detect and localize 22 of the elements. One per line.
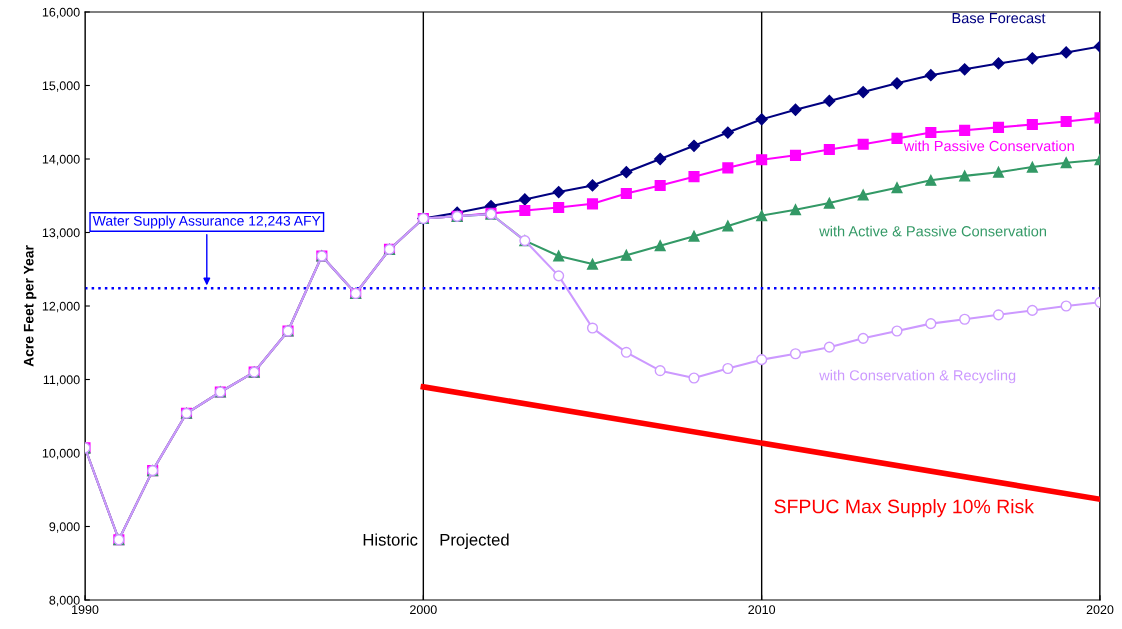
y-tick-label: 13,000	[42, 228, 80, 239]
y-tick-label: 8,000	[49, 595, 80, 607]
series-label: with Active & Passive Conservation	[819, 225, 1046, 237]
series-label: SFPUC Max Supply 10% Risk	[774, 499, 1035, 518]
series-label: with Passive Conservation	[903, 140, 1074, 152]
x-tick-label: 1990	[72, 605, 99, 615]
y-tick-label: 14,000	[42, 154, 80, 166]
y-tick-label: 10,000	[42, 448, 80, 460]
y-tick-label: 16,000	[42, 7, 80, 19]
annotation: Projected	[440, 533, 509, 549]
text: Base Forecast	[952, 13, 1046, 24]
ref-line-label: Water Supply Assurance 12,243 AFY	[92, 215, 321, 229]
x-tick-label: 2010	[748, 605, 776, 615]
x-tick-label: 2020	[1086, 605, 1114, 615]
x-tick-label: 2000	[410, 605, 437, 615]
y-tick-label: 15,000	[42, 81, 80, 92]
series-label: with Conservation & Recycling	[819, 369, 1016, 384]
y-tick-label: 11,000	[43, 375, 80, 386]
y-tick-label: 9,000	[49, 522, 80, 533]
annotation: Historic	[363, 533, 418, 546]
y-tick-label: 12,000	[42, 301, 80, 313]
y-axis-title: Acre Feet per Year	[23, 245, 37, 367]
